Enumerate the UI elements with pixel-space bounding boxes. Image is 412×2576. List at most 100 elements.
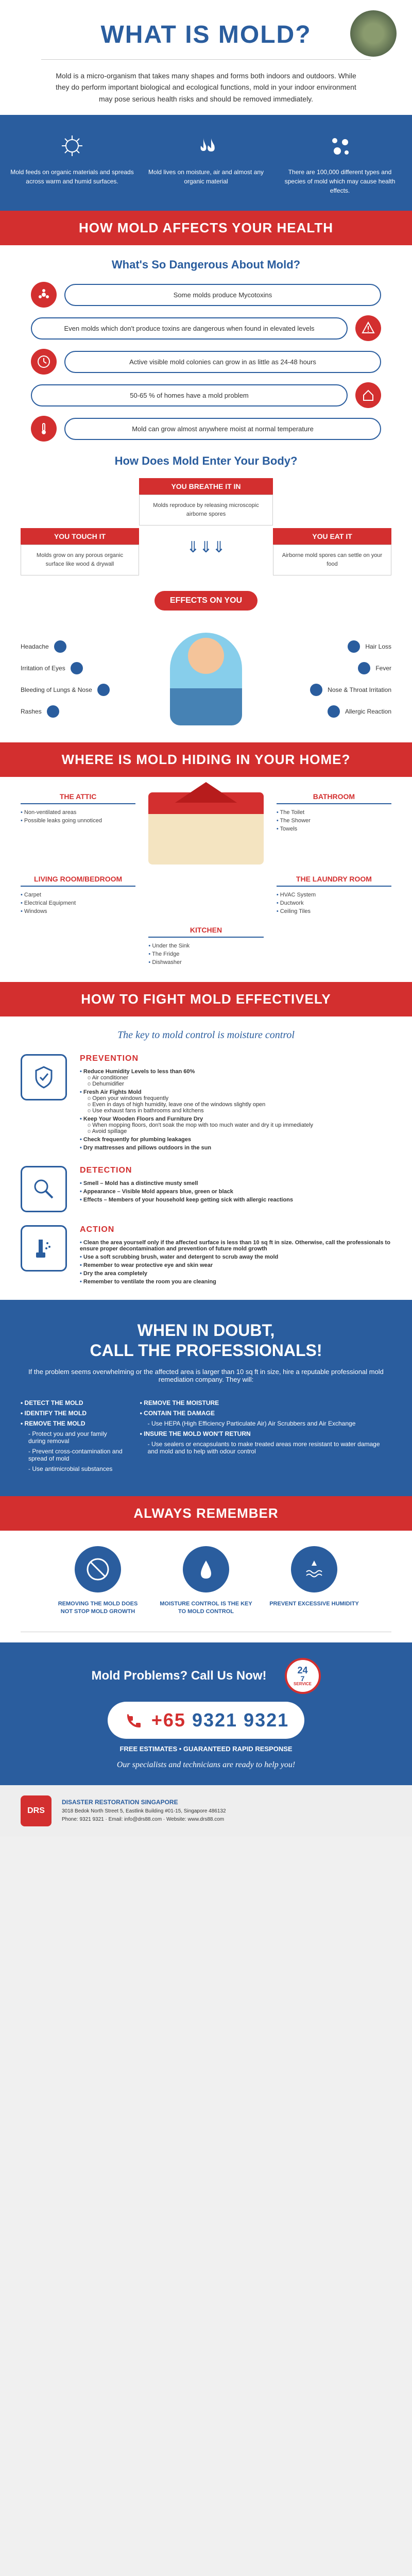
room-list-item: Carpet bbox=[21, 891, 135, 899]
symptom-label: Rashes bbox=[21, 708, 42, 715]
symptoms-right: Hair Loss Fever Nose & Throat Irritation… bbox=[258, 631, 391, 727]
fight-sublist-item: Avoid spillage bbox=[88, 1128, 391, 1134]
spores-icon bbox=[324, 130, 355, 161]
fact-text: Mold lives on moisture, air and almost a… bbox=[144, 167, 268, 186]
fight-list-item: Dry the area completely bbox=[80, 1270, 391, 1277]
fight-icon bbox=[21, 1166, 67, 1212]
symptom-label: Allergic Reaction bbox=[345, 708, 391, 715]
room-title: LIVING ROOM/BEDROOM bbox=[21, 875, 135, 887]
fight-title: ACTION bbox=[80, 1225, 391, 1234]
symptoms-section: Headache Irritation of Eyes Bleeding of … bbox=[21, 631, 391, 727]
room-list-item: The Shower bbox=[277, 817, 391, 825]
entry-box: YOU BREATHE IT IN Molds reproduce by rel… bbox=[139, 478, 273, 526]
badge-24: 24 bbox=[298, 1666, 308, 1675]
rooms-grid: THE ATTIC Non-ventilated areasPossible l… bbox=[21, 792, 391, 967]
warning-icon bbox=[355, 315, 381, 341]
thermometer-icon bbox=[31, 416, 57, 442]
symptom-row: Rashes bbox=[21, 705, 154, 718]
remember-item: PREVENT EXCESSIVE HUMIDITY bbox=[268, 1546, 360, 1616]
badge-7: 7 bbox=[301, 1675, 305, 1682]
fact-text: There are 100,000 different types and sp… bbox=[278, 167, 402, 195]
fight-list-item: Remember to wear protective eye and skin… bbox=[80, 1262, 391, 1268]
badge-247: 24 7 SERVICE bbox=[285, 1658, 321, 1694]
fight-content: ACTION Clean the area yourself only if th… bbox=[80, 1225, 391, 1287]
room-list: Non-ventilated areasPossible leaks going… bbox=[21, 808, 135, 825]
danger-pill-row: Some molds produce Mycotoxins bbox=[31, 282, 381, 308]
room-block: KITCHEN Under the SinkThe FridgeDishwash… bbox=[148, 926, 263, 967]
remember-banner: ALWAYS REMEMBER bbox=[0, 1496, 412, 1531]
fight-sublist-item: When mopping floors, don't soak the mop … bbox=[88, 1122, 391, 1128]
room-title: BATHROOM bbox=[277, 792, 391, 804]
danger-pill-row: Mold can grow almost anywhere moist at n… bbox=[31, 416, 381, 442]
room-list-item: Under the Sink bbox=[148, 942, 263, 950]
entry-body: Molds reproduce by releasing microscopic… bbox=[139, 495, 273, 526]
fight-row: DETECTIONSmell – Mold has a distinctive … bbox=[21, 1166, 391, 1212]
remember-item: MOISTURE CONTROL IS THE KEY TO MOLD CONT… bbox=[160, 1546, 252, 1616]
blue-facts-band: Mold feeds on organic materials and spre… bbox=[0, 115, 412, 211]
room-list-item: Non-ventilated areas bbox=[21, 808, 135, 817]
cta-columns: DETECT THE MOLDIDENTIFY THE MOLDREMOVE T… bbox=[21, 1396, 391, 1476]
fight-title: PREVENTION bbox=[80, 1054, 391, 1063]
badge-service: SERVICE bbox=[294, 1682, 312, 1686]
room-list-item: Dishwasher bbox=[148, 958, 263, 967]
symptom-icon bbox=[358, 662, 370, 674]
fight-list: Reduce Humidity Levels to less than 60%A… bbox=[80, 1069, 391, 1151]
danger-pill-row: Even molds which don't produce toxins ar… bbox=[31, 315, 381, 341]
entry-box: YOU TOUCH IT Molds grow on any porous or… bbox=[21, 528, 139, 575]
fight-list-item: Dry mattresses and pillows outdoors in t… bbox=[80, 1145, 391, 1151]
symptom-row: Nose & Throat Irritation bbox=[258, 684, 391, 696]
danger-pill-row: 50-65 % of homes have a mold problem bbox=[31, 382, 381, 408]
fight-sublist-item: Even in days of high humidity, leave one… bbox=[88, 1101, 391, 1108]
key-text: The key to mold control is moisture cont… bbox=[0, 1029, 412, 1041]
entry-title: YOU TOUCH IT bbox=[21, 528, 139, 545]
fight-list-item: Check frequently for plumbing leakages bbox=[80, 1137, 391, 1143]
entry-body: Molds grow on any porous organic surface… bbox=[21, 545, 139, 575]
cta-list-item: REMOVE THE MOISTURE bbox=[140, 1399, 391, 1406]
cta-list-item: Use sealers or encapsulants to make trea… bbox=[148, 1440, 391, 1455]
fight-list-item: Smell – Mold has a distinctive musty sme… bbox=[80, 1180, 391, 1187]
symptom-icon bbox=[71, 662, 83, 674]
remember-text: REMOVING THE MOLD DOES NOT STOP MOLD GRO… bbox=[52, 1600, 144, 1616]
arrows-icon: ⇓⇓⇓ bbox=[147, 528, 265, 575]
virus-icon bbox=[57, 130, 88, 161]
symptom-icon bbox=[348, 640, 360, 653]
fight-sublist-item: Open your windows frequently bbox=[88, 1095, 391, 1101]
entry-title: YOU BREATHE IT IN bbox=[139, 478, 273, 495]
estimates-text: FREE ESTIMATES • GUARANTEED RAPID RESPON… bbox=[21, 1745, 391, 1753]
phone-digits: 9321 9321 bbox=[192, 1709, 289, 1731]
cta-list-item: IDENTIFY THE MOLD bbox=[21, 1410, 125, 1417]
room-list: The ToiletThe ShowerTowels bbox=[277, 808, 391, 833]
symptom-icon bbox=[328, 705, 340, 718]
dangerous-subtitle: What's So Dangerous About Mold? bbox=[0, 258, 412, 272]
fight-banner: HOW TO FIGHT MOLD EFFECTIVELY bbox=[0, 982, 412, 1016]
phone-pill[interactable]: +65 9321 9321 bbox=[108, 1702, 304, 1739]
room-title: THE LAUNDRY ROOM bbox=[277, 875, 391, 887]
room-list-item: HVAC System bbox=[277, 891, 391, 899]
house-icon bbox=[355, 382, 381, 408]
fight-list-item: Use a soft scrubbing brush, water and de… bbox=[80, 1254, 391, 1260]
cta-right-list: REMOVE THE MOISTURECONTAIN THE DAMAGEUse… bbox=[140, 1396, 391, 1476]
remember-row: REMOVING THE MOLD DOES NOT STOP MOLD GRO… bbox=[21, 1546, 391, 1616]
room-list-item: Ductwork bbox=[277, 899, 391, 907]
fact-card: There are 100,000 different types and sp… bbox=[278, 130, 402, 195]
fight-list: Clean the area yourself only if the affe… bbox=[80, 1240, 391, 1285]
cta-list-item: REMOVE THE MOLD bbox=[21, 1420, 125, 1427]
company-address: 3018 Bedok North Street 5, Eastlink Buil… bbox=[62, 1807, 391, 1816]
fight-sublist-item: Air conditioner bbox=[88, 1075, 391, 1081]
effects-banner-wrap: EFFECTS ON YOU bbox=[0, 586, 412, 616]
remember-text: MOISTURE CONTROL IS THE KEY TO MOLD CONT… bbox=[160, 1600, 252, 1616]
room-block: LIVING ROOM/BEDROOM CarpetElectrical Equ… bbox=[21, 875, 135, 916]
fight-list-item: Clean the area yourself only if the affe… bbox=[80, 1240, 391, 1252]
cta-section: WHEN IN DOUBT, CALL THE PROFESSIONALS! I… bbox=[0, 1300, 412, 1496]
company-name: DISASTER RESTORATION SINGAPORE bbox=[62, 1798, 391, 1807]
room-list-item: Ceiling Tiles bbox=[277, 907, 391, 916]
intro-text: Mold is a micro-organism that takes many… bbox=[52, 70, 360, 105]
no-mold-icon bbox=[75, 1546, 121, 1592]
danger-pill: Even molds which don't produce toxins ar… bbox=[31, 317, 348, 340]
cta-list-item: Protect you and your family during remov… bbox=[28, 1430, 125, 1445]
cta-list-item: Prevent cross-contamination and spread o… bbox=[28, 1448, 125, 1462]
remember-text: PREVENT EXCESSIVE HUMIDITY bbox=[268, 1600, 360, 1608]
fight-list: Smell – Mold has a distinctive musty sme… bbox=[80, 1180, 391, 1203]
call-title: Mold Problems? Call Us Now! bbox=[91, 1669, 266, 1683]
fight-section: PREVENTION Reduce Humidity Levels to less… bbox=[0, 1054, 412, 1287]
